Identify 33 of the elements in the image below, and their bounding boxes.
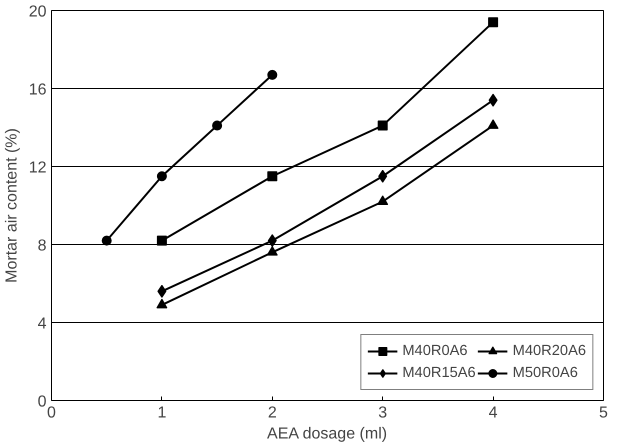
legend-label: M40R0A6 (402, 343, 468, 359)
x-tick-label: 5 (599, 404, 608, 422)
y-axis-title: Mortar air content (%) (4, 128, 21, 283)
y-tick-label: 8 (38, 238, 47, 254)
point (488, 17, 498, 28)
y-tick-label: 12 (28, 160, 47, 176)
x-tick-label: 3 (378, 404, 388, 422)
x-tick-label: 1 (157, 404, 166, 422)
point (377, 195, 388, 205)
point (267, 171, 278, 182)
x-tick-label: 4 (488, 404, 498, 422)
y-tick-label: 4 (38, 316, 47, 332)
legend-label: M40R20A6 (512, 343, 586, 359)
y-tick-label: 16 (28, 82, 47, 98)
point (378, 120, 388, 131)
point (157, 284, 166, 298)
x-tick-label: 2 (268, 404, 277, 422)
point (156, 298, 168, 308)
point (156, 171, 167, 182)
legend-label: M50R0A6 (512, 365, 578, 381)
y-tick-label: 20 (28, 4, 47, 20)
point (266, 246, 278, 256)
y-tick-label: 0 (38, 394, 47, 410)
point (267, 70, 278, 80)
x-axis-title: AEA dosage (ml) (267, 426, 388, 442)
point (156, 236, 167, 246)
point (102, 236, 112, 246)
legend-label: M40R15A6 (402, 365, 476, 381)
point (378, 170, 388, 183)
point (488, 119, 499, 129)
point (212, 120, 222, 131)
point (268, 234, 277, 248)
point (488, 94, 498, 107)
